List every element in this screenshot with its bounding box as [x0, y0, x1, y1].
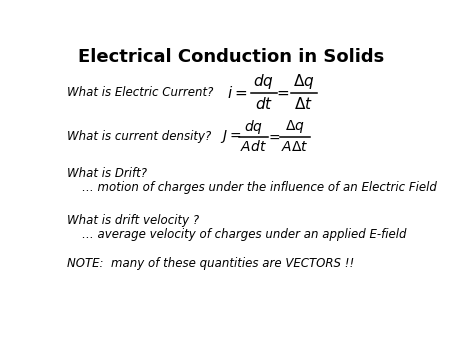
Text: What is Electric Current?: What is Electric Current? [67, 86, 213, 99]
Text: What is current density?: What is current density? [67, 130, 211, 143]
Text: $\Delta t$: $\Delta t$ [294, 96, 313, 112]
Text: … motion of charges under the influence of an Electric Field: … motion of charges under the influence … [82, 181, 437, 194]
Text: $=$: $=$ [274, 85, 290, 100]
Text: NOTE:  many of these quantities are VECTORS !!: NOTE: many of these quantities are VECTO… [67, 257, 354, 270]
Text: What is Drift?: What is Drift? [67, 167, 147, 180]
Text: What is drift velocity ?: What is drift velocity ? [67, 214, 199, 227]
Text: $J =$: $J =$ [220, 128, 241, 145]
Text: $A\Delta t$: $A\Delta t$ [281, 140, 309, 154]
Text: $dq$: $dq$ [253, 72, 274, 91]
Text: $\Delta q$: $\Delta q$ [285, 118, 305, 136]
Text: $\Delta q$: $\Delta q$ [293, 72, 315, 91]
Text: Electrical Conduction in Solids: Electrical Conduction in Solids [77, 48, 384, 67]
Text: $=$: $=$ [266, 130, 281, 144]
Text: $dt$: $dt$ [255, 96, 273, 112]
Text: … average velocity of charges under an applied E-field: … average velocity of charges under an a… [82, 228, 407, 241]
Text: $dq$: $dq$ [244, 118, 263, 136]
Text: $i =$: $i =$ [227, 84, 248, 101]
Text: $Adt$: $Adt$ [240, 139, 267, 154]
